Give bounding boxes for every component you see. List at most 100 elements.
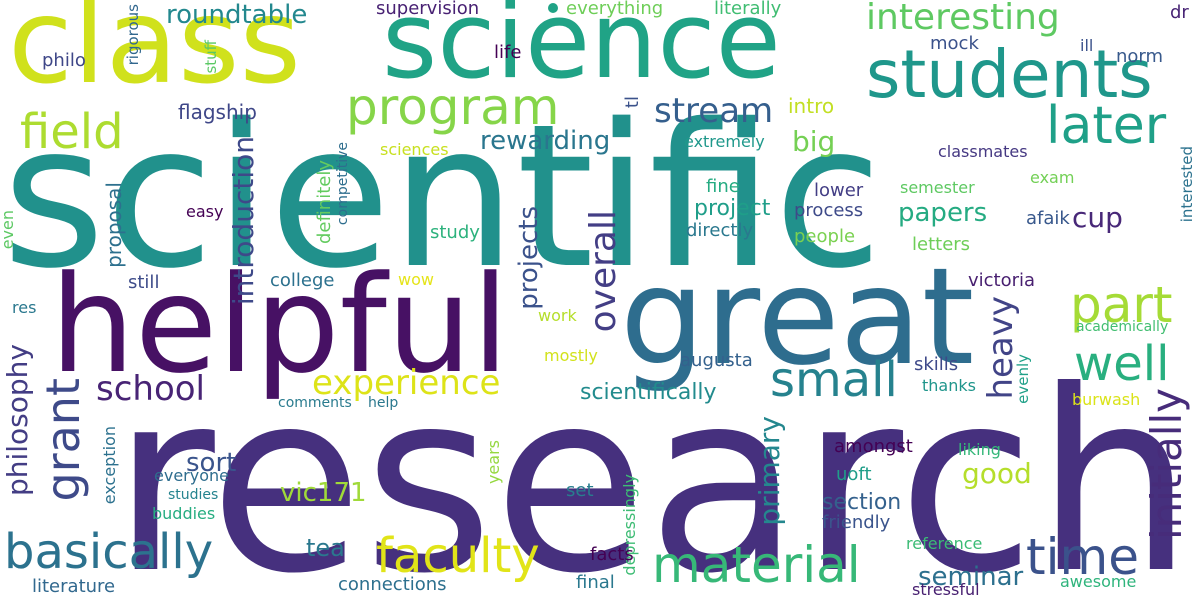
word-burwash: burwash [1072, 390, 1141, 409]
word-everything: everything [566, 0, 664, 19]
word-heavy: heavy [981, 296, 1021, 400]
word-college: college [270, 270, 335, 291]
word-field: field [20, 104, 124, 160]
word-rewarding: rewarding [480, 126, 611, 156]
word-class: class [8, 0, 301, 110]
word-final: final [576, 572, 615, 593]
word-later: later [1046, 96, 1167, 156]
word-uoft: uoft [836, 464, 872, 485]
word-exam: exam [1030, 168, 1075, 187]
word-scientific: scientific [2, 81, 883, 312]
word-stream: stream [654, 91, 774, 131]
word-philosophy: philosophy [1, 344, 34, 497]
word-material: material [652, 536, 861, 594]
word-even: even [0, 210, 17, 250]
word-roundtable: roundtable [166, 0, 308, 30]
word-science: science [382, 0, 781, 102]
word-experience: experience [312, 363, 501, 403]
word-grant: grant [36, 378, 90, 502]
word-life: life [494, 42, 522, 63]
word-school: school [96, 369, 206, 409]
word-set: set [566, 480, 594, 501]
word-connections: connections [338, 574, 447, 595]
word-initially: initially [1142, 388, 1191, 541]
word-project: project [694, 196, 771, 221]
word-afaik: afaik [1026, 208, 1070, 229]
word-vic171: vic171 [280, 478, 367, 508]
word-awesome: awesome [1060, 572, 1137, 591]
word-augusta: augusta [680, 350, 753, 371]
word-skills: skills [914, 354, 959, 375]
word-sort: sort [186, 448, 237, 478]
word-liking: liking [958, 440, 1001, 459]
word-easy: easy [186, 202, 224, 221]
word-lower: lower [814, 180, 864, 201]
word-exception: exception [100, 426, 119, 505]
word-part: part [1070, 276, 1173, 334]
word-ill: ill [1080, 36, 1094, 55]
word-flagship: flagship [178, 100, 257, 124]
word-papers: papers [898, 198, 988, 228]
word-extremely: extremely [684, 132, 765, 151]
word-definitely: definitely [314, 160, 335, 245]
word-comments: comments [278, 395, 352, 411]
word-thanks: thanks [922, 376, 976, 395]
word-supervision: supervision [376, 0, 480, 19]
word-mostly: mostly [544, 346, 598, 365]
word-everyone: everyone [154, 466, 229, 485]
word-helpful: helpful [50, 247, 509, 403]
word-faculty: faculty [376, 528, 540, 584]
word-academically: academically [1076, 319, 1169, 335]
word-projects: projects [514, 206, 544, 310]
word-stressful: stressful [912, 580, 980, 599]
dot-mark [548, 3, 558, 13]
word-stuff: stuff [202, 40, 220, 74]
word-literally: literally [714, 0, 782, 19]
word-tea: tea [306, 534, 345, 562]
word-res: res [12, 298, 37, 317]
word-years: years [484, 440, 503, 485]
word-basically: basically [4, 524, 214, 580]
word-seminar: seminar [918, 562, 1024, 592]
word-philo: philo [42, 50, 86, 71]
word-classmates: classmates [938, 142, 1028, 161]
word-competitive: competitive [335, 142, 351, 226]
word-facts: facts [590, 544, 634, 565]
word-primary: primary [753, 416, 786, 526]
word-mock: mock [930, 33, 979, 54]
word-friendly: friendly [822, 512, 891, 533]
word-good: good [962, 457, 1032, 490]
word-introduction: introduction [227, 136, 260, 306]
word-sciences: sciences [380, 140, 449, 159]
word-interested: interested [1178, 146, 1196, 223]
word-proposal: proposal [102, 182, 126, 268]
word-interesting: interesting [866, 0, 1060, 38]
word-help: help [368, 395, 399, 411]
word-people: people [794, 226, 856, 247]
word-small: small [770, 352, 898, 408]
word-fine: fine [706, 176, 740, 197]
word-intro: intro [788, 94, 835, 118]
word-reference: reference [906, 534, 983, 553]
word-process: process [794, 200, 864, 221]
word-dr: dr [1170, 2, 1189, 23]
word-big: big [792, 125, 836, 158]
word-program: program [346, 78, 560, 136]
word-research: research [112, 337, 1194, 600]
word-students: students [866, 36, 1153, 113]
word-great: great [620, 239, 975, 395]
word-tl: tl [622, 96, 643, 109]
word-still: still [128, 272, 160, 293]
word-rigorous: rigorous [124, 4, 142, 66]
word-directly: directly [686, 220, 754, 241]
word-cup: cup [1072, 201, 1123, 234]
word-norm: norm [1116, 46, 1164, 67]
word-work: work [538, 306, 577, 325]
word-letters: letters [912, 234, 971, 255]
word-semester: semester [900, 178, 975, 197]
word-time: time [1026, 528, 1139, 586]
word-scientifically: scientifically [580, 380, 717, 405]
word-study: study [430, 222, 480, 243]
word-section: section [822, 490, 902, 515]
